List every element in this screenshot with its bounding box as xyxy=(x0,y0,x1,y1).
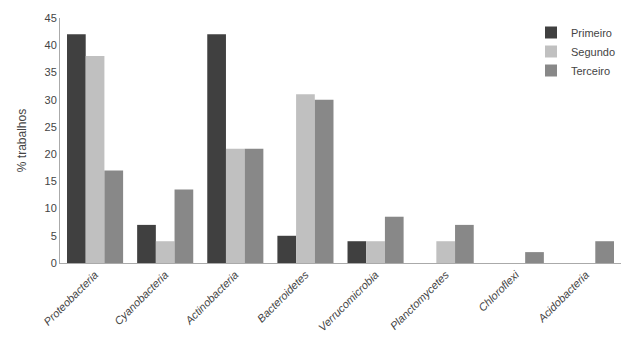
svg-text:30: 30 xyxy=(45,94,57,106)
svg-text:15: 15 xyxy=(45,175,57,187)
svg-text:0: 0 xyxy=(51,257,57,269)
svg-text:40: 40 xyxy=(45,39,57,51)
svg-text:35: 35 xyxy=(45,66,57,78)
svg-text:Chloroflexi: Chloroflexi xyxy=(476,268,522,314)
svg-text:Proteobacteria: Proteobacteria xyxy=(41,269,100,328)
svg-text:Bacteroidetes: Bacteroidetes xyxy=(255,268,311,324)
svg-text:25: 25 xyxy=(45,121,57,133)
svg-text:45: 45 xyxy=(45,12,57,24)
svg-text:Terceiro: Terceiro xyxy=(571,65,610,77)
svg-text:% trabalhos: % trabalhos xyxy=(15,109,29,172)
svg-text:20: 20 xyxy=(45,148,57,160)
svg-text:Primeiro: Primeiro xyxy=(571,27,612,39)
svg-text:Verrucomicrobia: Verrucomicrobia xyxy=(316,269,381,334)
svg-text:Actinobacteria: Actinobacteria xyxy=(182,269,240,327)
svg-text:Segundo: Segundo xyxy=(571,46,615,58)
svg-text:5: 5 xyxy=(51,230,57,242)
svg-text:Acidobacteria: Acidobacteria xyxy=(535,269,591,325)
svg-text:Cyanobacteria: Cyanobacteria xyxy=(112,269,171,328)
svg-text:10: 10 xyxy=(45,202,57,214)
svg-text:Planctomycetes: Planctomycetes xyxy=(388,268,452,332)
